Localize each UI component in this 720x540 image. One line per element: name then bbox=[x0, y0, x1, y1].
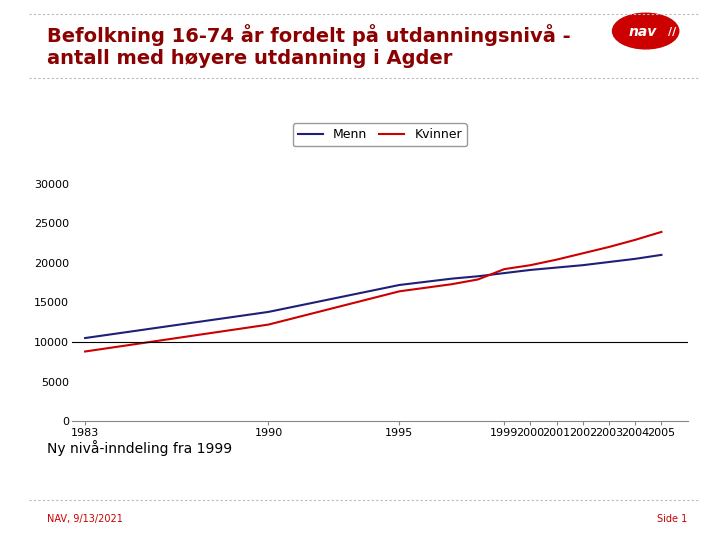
Text: NAV, 9/13/2021: NAV, 9/13/2021 bbox=[47, 514, 122, 524]
Text: Befolkning 16-74 år fordelt på utdanningsnivå -: Befolkning 16-74 år fordelt på utdanning… bbox=[47, 24, 570, 46]
Text: //: // bbox=[668, 27, 676, 37]
Kvinner bbox=[605, 244, 613, 250]
Kvinner bbox=[552, 256, 561, 263]
Kvinner bbox=[395, 288, 404, 294]
Kvinner bbox=[578, 250, 587, 256]
Text: antall med høyere utdanning i Agder: antall med høyere utdanning i Agder bbox=[47, 49, 452, 68]
Kvinner bbox=[264, 321, 273, 328]
Text: Side 1: Side 1 bbox=[657, 514, 688, 524]
Menn bbox=[474, 273, 482, 280]
Menn bbox=[657, 252, 666, 258]
Kvinner bbox=[448, 281, 456, 287]
Kvinner bbox=[474, 276, 482, 282]
Kvinner bbox=[631, 237, 639, 243]
Line: Menn: Menn bbox=[85, 255, 662, 338]
Menn bbox=[395, 282, 404, 288]
Menn bbox=[448, 275, 456, 282]
Kvinner bbox=[81, 348, 89, 355]
Menn bbox=[605, 259, 613, 265]
Menn bbox=[578, 262, 587, 268]
Text: Ny nivå-inndeling fra 1999: Ny nivå-inndeling fra 1999 bbox=[47, 440, 232, 456]
Menn bbox=[631, 255, 639, 262]
Legend: Menn, Kvinner: Menn, Kvinner bbox=[292, 123, 467, 146]
Menn bbox=[500, 270, 508, 276]
Kvinner bbox=[500, 266, 508, 272]
Kvinner bbox=[526, 262, 535, 268]
Ellipse shape bbox=[613, 13, 679, 49]
Menn bbox=[81, 335, 89, 341]
Menn bbox=[552, 264, 561, 271]
Kvinner bbox=[657, 228, 666, 235]
Menn bbox=[526, 267, 535, 273]
Line: Kvinner: Kvinner bbox=[85, 232, 662, 352]
Text: nav: nav bbox=[629, 25, 657, 39]
Menn bbox=[264, 309, 273, 315]
